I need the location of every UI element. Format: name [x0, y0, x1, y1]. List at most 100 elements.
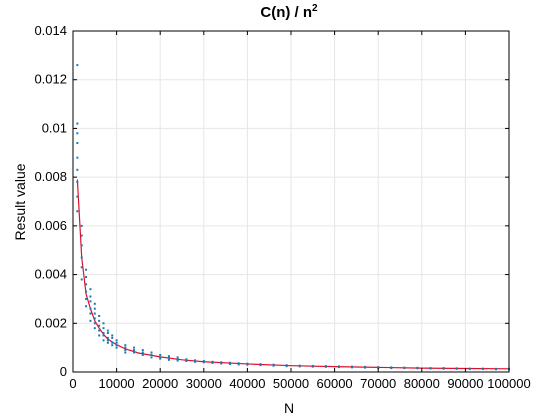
data-point: [115, 339, 118, 342]
chart-title-superscript: 2: [312, 3, 318, 14]
data-point: [85, 268, 88, 271]
data-point: [76, 132, 79, 135]
data-point: [98, 334, 101, 337]
data-point: [159, 356, 162, 359]
data-point: [298, 365, 301, 368]
data-point: [93, 327, 96, 330]
y-tick-label: 0: [60, 364, 67, 379]
y-tick-label: 0.006: [34, 218, 67, 233]
data-point: [228, 362, 231, 365]
x-tick-label: 0: [69, 376, 76, 391]
data-point: [80, 224, 83, 227]
x-tick-label: 10000: [99, 376, 135, 391]
data-point: [85, 283, 88, 286]
data-point: [102, 327, 105, 330]
data-point: [150, 356, 153, 359]
data-point: [390, 367, 393, 370]
data-point: [455, 367, 458, 370]
data-point: [220, 361, 223, 364]
data-point: [220, 362, 223, 365]
data-point: [194, 360, 197, 363]
data-point: [211, 361, 214, 364]
data-point: [76, 64, 79, 67]
grid-layer: [72, 30, 510, 373]
data-point: [93, 322, 96, 325]
data-point: [176, 356, 179, 359]
data-point: [150, 351, 153, 354]
data-point: [194, 359, 197, 362]
x-tick-label: 60000: [317, 376, 353, 391]
chart-title-main: C(n) / n: [260, 4, 312, 21]
data-point: [272, 364, 275, 367]
y-axis: 0 0.002 0.004 0.006 0.008 0.01 0.012 0.014: [34, 23, 509, 379]
data-point: [89, 307, 92, 310]
data-point: [106, 332, 109, 335]
data-point: [133, 351, 136, 354]
y-tick-label: 0.012: [34, 72, 67, 87]
data-point: [111, 344, 114, 347]
data-point: [351, 366, 354, 369]
data-point: [102, 332, 105, 335]
data-point: [85, 290, 88, 293]
data-point: [167, 356, 170, 359]
x-tick-label: 20000: [142, 376, 178, 391]
data-point: [167, 355, 170, 358]
data-point: [159, 353, 162, 356]
y-tick-label: 0.014: [34, 23, 67, 38]
data-point: [111, 336, 114, 339]
data-point: [98, 319, 101, 322]
data-point: [76, 156, 79, 159]
x-axis: 0 10000 20000 30000 40000 50000 60000 70000 8000…: [69, 31, 531, 391]
y-tick-label: 0.002: [34, 315, 67, 330]
data-point: [106, 336, 109, 339]
data-point: [115, 344, 118, 347]
data-point: [80, 266, 83, 269]
fit-line-layer: [76, 179, 510, 370]
data-point: [285, 365, 288, 368]
data-point: [89, 312, 92, 315]
data-point: [102, 322, 105, 325]
data-point: [237, 363, 240, 366]
y-tick-label: 0.008: [34, 169, 67, 184]
data-point: [76, 195, 79, 198]
data-point: [80, 234, 83, 237]
data-point: [89, 300, 92, 303]
data-point: [494, 368, 497, 371]
data-point: [124, 346, 127, 349]
data-point: [98, 314, 101, 317]
data-point: [237, 362, 240, 365]
data-point: [124, 349, 127, 352]
data-point: [442, 367, 445, 370]
data-point: [337, 366, 340, 369]
data-point: [80, 278, 83, 281]
data-point: [150, 353, 153, 356]
data-point: [93, 312, 96, 315]
data-point: [211, 360, 214, 363]
data-point: [106, 329, 109, 332]
data-point: [468, 368, 471, 371]
data-point: [416, 367, 419, 370]
data-point: [93, 317, 96, 320]
y-tick-label: 0.01: [42, 120, 67, 135]
data-point: [167, 358, 170, 361]
data-point: [102, 339, 105, 342]
data-point: [133, 346, 136, 349]
data-point: [102, 334, 105, 337]
data-point: [89, 288, 92, 291]
data-point: [76, 210, 79, 213]
x-tick-label: 100000: [487, 376, 530, 391]
data-point: [115, 346, 118, 349]
points-layer: [76, 64, 510, 371]
data-point: [377, 366, 380, 369]
data-point: [159, 357, 162, 360]
y-axis-label: Result value: [12, 163, 28, 240]
data-point: [311, 365, 314, 368]
data-point: [259, 364, 262, 367]
x-tick-label: 80000: [404, 376, 440, 391]
data-point: [111, 334, 114, 337]
data-point: [111, 341, 114, 344]
data-point: [76, 142, 79, 145]
data-point: [141, 351, 144, 354]
